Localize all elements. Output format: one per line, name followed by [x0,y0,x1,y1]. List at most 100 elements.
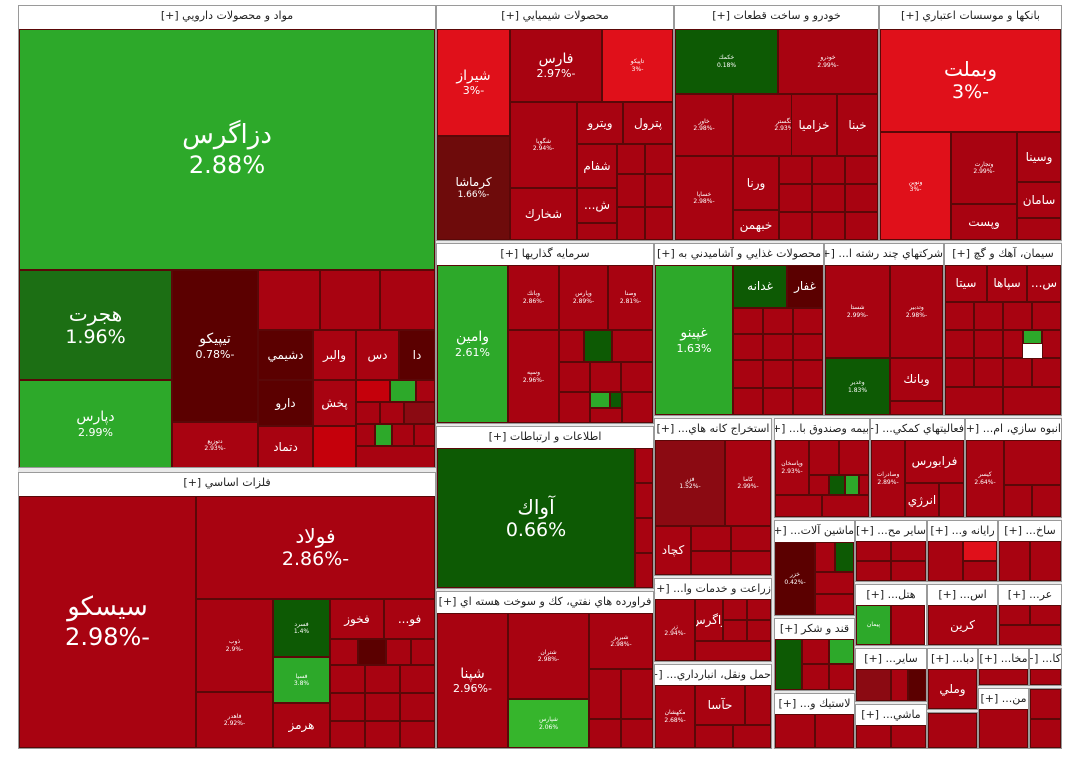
sector-title[interactable]: قند و شكر [+] [775,619,854,639]
tile-shtran[interactable]: شتران -2.98% [508,613,589,699]
tile-vsna[interactable]: وصنا -2.81% [608,265,653,330]
tile[interactable] [779,184,812,212]
tile[interactable] [1030,541,1061,581]
tile[interactable] [845,156,878,184]
tile[interactable] [356,402,380,424]
tile[interactable] [802,664,829,690]
tile[interactable] [380,270,435,330]
sector-title[interactable]: محصولات غذايي و آشاميدني به [+] [655,244,823,264]
tile[interactable] [763,334,793,360]
tile-vbank2[interactable]: وبانك [890,358,943,401]
tile-dpars[interactable]: دپارس 2.99% [19,380,172,467]
tile[interactable] [365,721,400,748]
sector-title[interactable]: مواد و محصولات دارويي [+] [19,6,435,26]
tile-khbena[interactable]: خبنا [837,94,878,156]
tile-ghfar[interactable]: غفار [787,265,823,308]
tile[interactable] [610,392,622,408]
tile[interactable] [891,725,926,748]
tile[interactable] [621,719,653,748]
tile[interactable] [974,302,1003,330]
tile[interactable] [856,669,891,701]
tile[interactable] [747,599,771,620]
tile[interactable] [365,693,400,721]
tile-so[interactable]: س... [1027,265,1061,302]
tile[interactable] [815,594,854,615]
tile[interactable] [622,392,653,423]
tile-dzagros[interactable]: دزاگرس 2.88% [19,29,435,270]
tile[interactable] [945,302,974,330]
tile-vtejarat[interactable]: وتجارت -2.99% [951,132,1017,204]
sector-title[interactable]: ساير مح... [+] [856,521,926,541]
tile-fazr[interactable]: فزر -1.52% [655,440,725,526]
tile-karin[interactable]: كرين [928,605,997,645]
tile[interactable] [829,664,854,690]
tile[interactable] [793,360,823,388]
tile-fsip[interactable]: فسپا 3.8% [273,657,330,703]
tile[interactable] [330,639,358,665]
tile[interactable] [945,330,974,358]
tile-hasa[interactable]: حآسا [695,685,745,725]
tile[interactable] [635,483,653,518]
sector-title[interactable]: رايانه و... [+] [928,521,997,541]
tile[interactable] [695,725,733,748]
tile-vghadir[interactable]: وغدير 1.83% [825,358,890,415]
tile[interactable] [747,620,771,641]
tile[interactable] [1030,605,1061,625]
tile[interactable] [559,330,584,362]
tile[interactable] [1030,689,1061,719]
tile[interactable] [802,639,829,664]
sector-title[interactable]: حمل ونقل، انبارداري... [+] [655,665,771,685]
tile[interactable] [733,360,763,388]
tile[interactable] [723,620,747,641]
sector-title[interactable]: اس... [+] [928,585,997,605]
tile[interactable] [890,401,943,415]
tile[interactable] [695,641,771,661]
tile[interactable] [908,669,926,701]
tile[interactable] [845,184,878,212]
tile-vnovin[interactable]: ونوين -3% [880,132,951,240]
sector-title[interactable]: هتل... [+] [856,585,926,605]
tile-zagros[interactable]: زاگرس [695,599,723,641]
tile[interactable] [577,223,617,240]
tile-shgoya[interactable]: شگويا -2.94% [510,102,577,188]
sector-title[interactable]: فعاليتهاي كمكي... [+] [871,419,964,439]
sector-title[interactable]: دبا... [+] [928,649,977,669]
tile-ghpino[interactable]: غپينو 1.63% [655,265,733,415]
tile-kisar[interactable]: كيسر -2.64% [966,440,1004,517]
tile[interactable] [779,212,812,240]
tile[interactable] [731,551,771,575]
tile-shpars[interactable]: شپارس 2.06% [508,699,589,748]
tile[interactable] [380,402,404,424]
sector-title[interactable]: مخا... [+] [979,649,1028,669]
tile-ghdana[interactable]: غدانه [733,265,787,308]
sector-title[interactable]: ساخ... [+] [999,521,1061,541]
tile-vamin[interactable]: وامين 2.61% [437,265,508,423]
tile-tipico[interactable]: تيپيكو -0.78% [172,270,258,422]
tile[interactable] [829,475,845,495]
tile[interactable] [979,669,1028,685]
tile-khekmak[interactable]: خكمك 0.18% [675,29,778,94]
tile-vsina[interactable]: وسينا [1017,132,1061,182]
tile[interactable] [733,725,771,748]
sector-title[interactable]: بيمه وصندوق با... [+] [775,419,869,439]
tile-dtmad[interactable]: دتماد [258,426,313,467]
tile-shkharak[interactable]: شخارك [510,188,577,240]
tile[interactable] [928,541,963,581]
tile-vmli[interactable]: وملي [928,669,977,709]
tile[interactable] [375,424,392,446]
tile[interactable] [779,156,812,184]
tile[interactable] [589,719,621,748]
tile-hormoz[interactable]: هرمز [273,703,330,748]
tile[interactable] [330,665,365,693]
tile[interactable] [400,721,435,748]
tile[interactable] [1003,302,1032,330]
tile[interactable] [859,475,869,495]
tile[interactable] [617,144,645,174]
tile[interactable] [839,440,869,475]
tile-khbahman[interactable]: خبهمن [733,210,779,240]
tile[interactable] [386,639,411,665]
tile[interactable] [313,426,356,467]
tile[interactable] [939,483,964,517]
tile[interactable] [621,362,653,392]
tile[interactable] [856,541,891,561]
